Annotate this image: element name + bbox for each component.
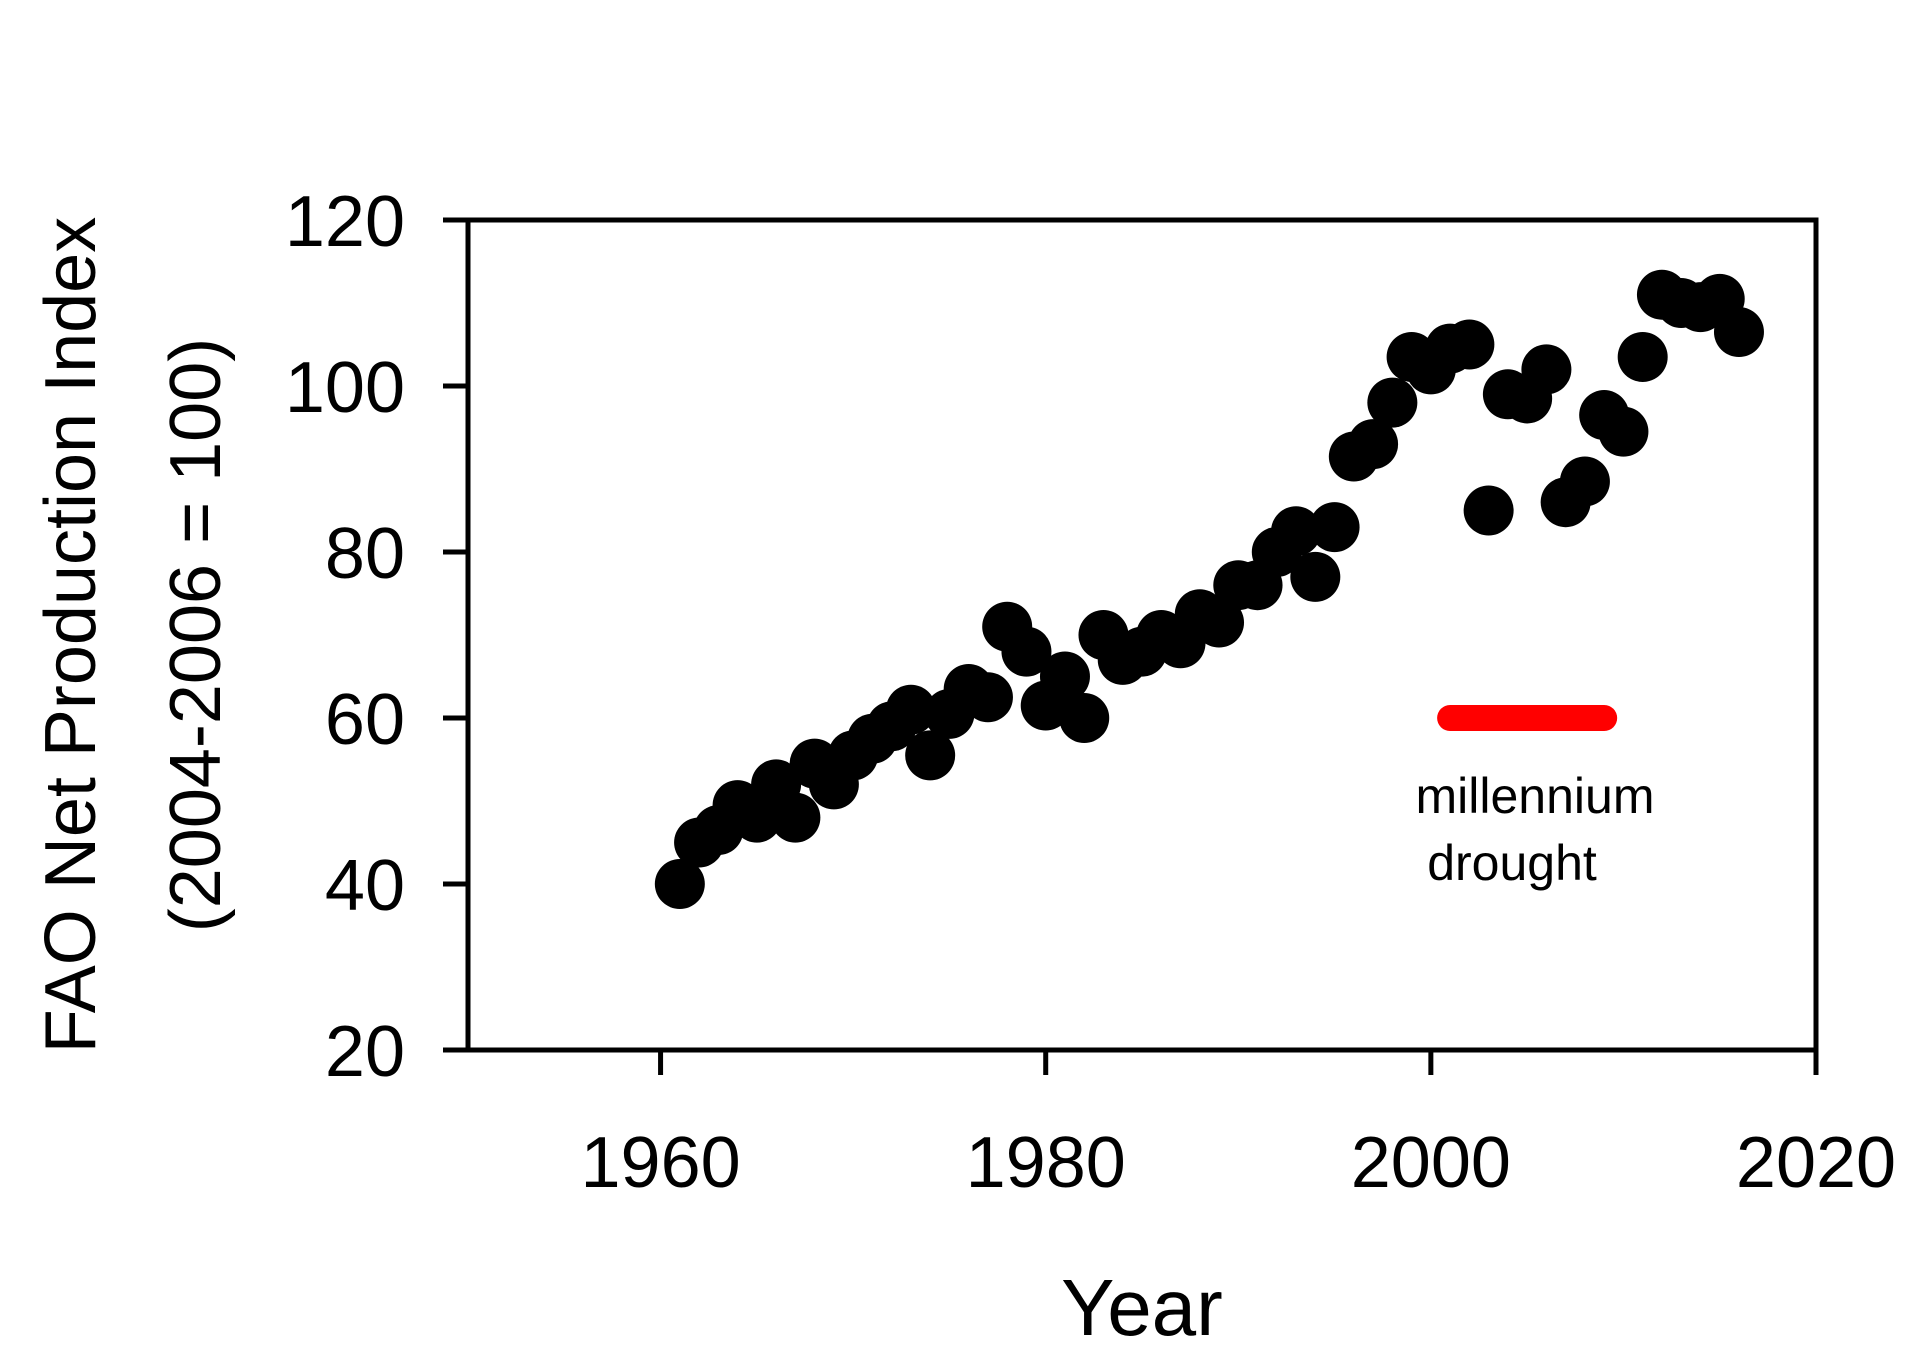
annotation-line-1: millennium [1416,768,1655,824]
y-tick-label: 60 [325,680,405,760]
y-tick-label: 20 [325,1012,405,1092]
y-axis-title-line-2: (2004-2006 = 100) [156,338,236,932]
data-point [1521,344,1572,395]
data-point [1617,331,1668,382]
y-axis-title-line-1: FAO Net Production Index [31,217,111,1053]
x-axis-title: Year [1061,1263,1223,1352]
y-axis-title: FAO Net Production Index (2004-2006 = 10… [31,217,236,1053]
data-point [1444,319,1495,370]
data-point [1463,485,1514,536]
x-tick-label: 1960 [580,1123,740,1203]
data-point [1598,406,1649,457]
x-tick-label: 2000 [1351,1123,1511,1203]
x-tick-label: 2020 [1736,1123,1896,1203]
data-points [654,269,1764,909]
data-point [1348,419,1399,470]
data-point [1713,307,1764,358]
data-point [885,684,936,735]
annotation-line-2: drought [1427,835,1597,891]
y-axis-ticks: 20 40 60 80 100 120 [285,182,468,1092]
x-tick-label: 1980 [966,1123,1126,1203]
data-point [1309,502,1360,553]
plot-frame [465,217,1819,1053]
data-point [1059,693,1110,743]
y-tick-label: 80 [325,514,405,594]
data-point [654,859,705,909]
y-tick-label: 100 [285,348,405,428]
data-point [1559,456,1610,507]
data-point [1001,626,1052,677]
data-point [1194,597,1245,648]
y-tick-label: 40 [325,846,405,926]
data-point [905,730,956,781]
data-point [1039,651,1090,702]
data-point [1271,506,1322,557]
data-point [962,672,1013,723]
y-tick-label: 120 [285,182,405,262]
data-point [770,792,821,843]
x-axis-ticks: 1960 1980 2000 2020 [580,1050,1896,1203]
data-point [1367,377,1418,428]
data-point [1290,551,1341,602]
